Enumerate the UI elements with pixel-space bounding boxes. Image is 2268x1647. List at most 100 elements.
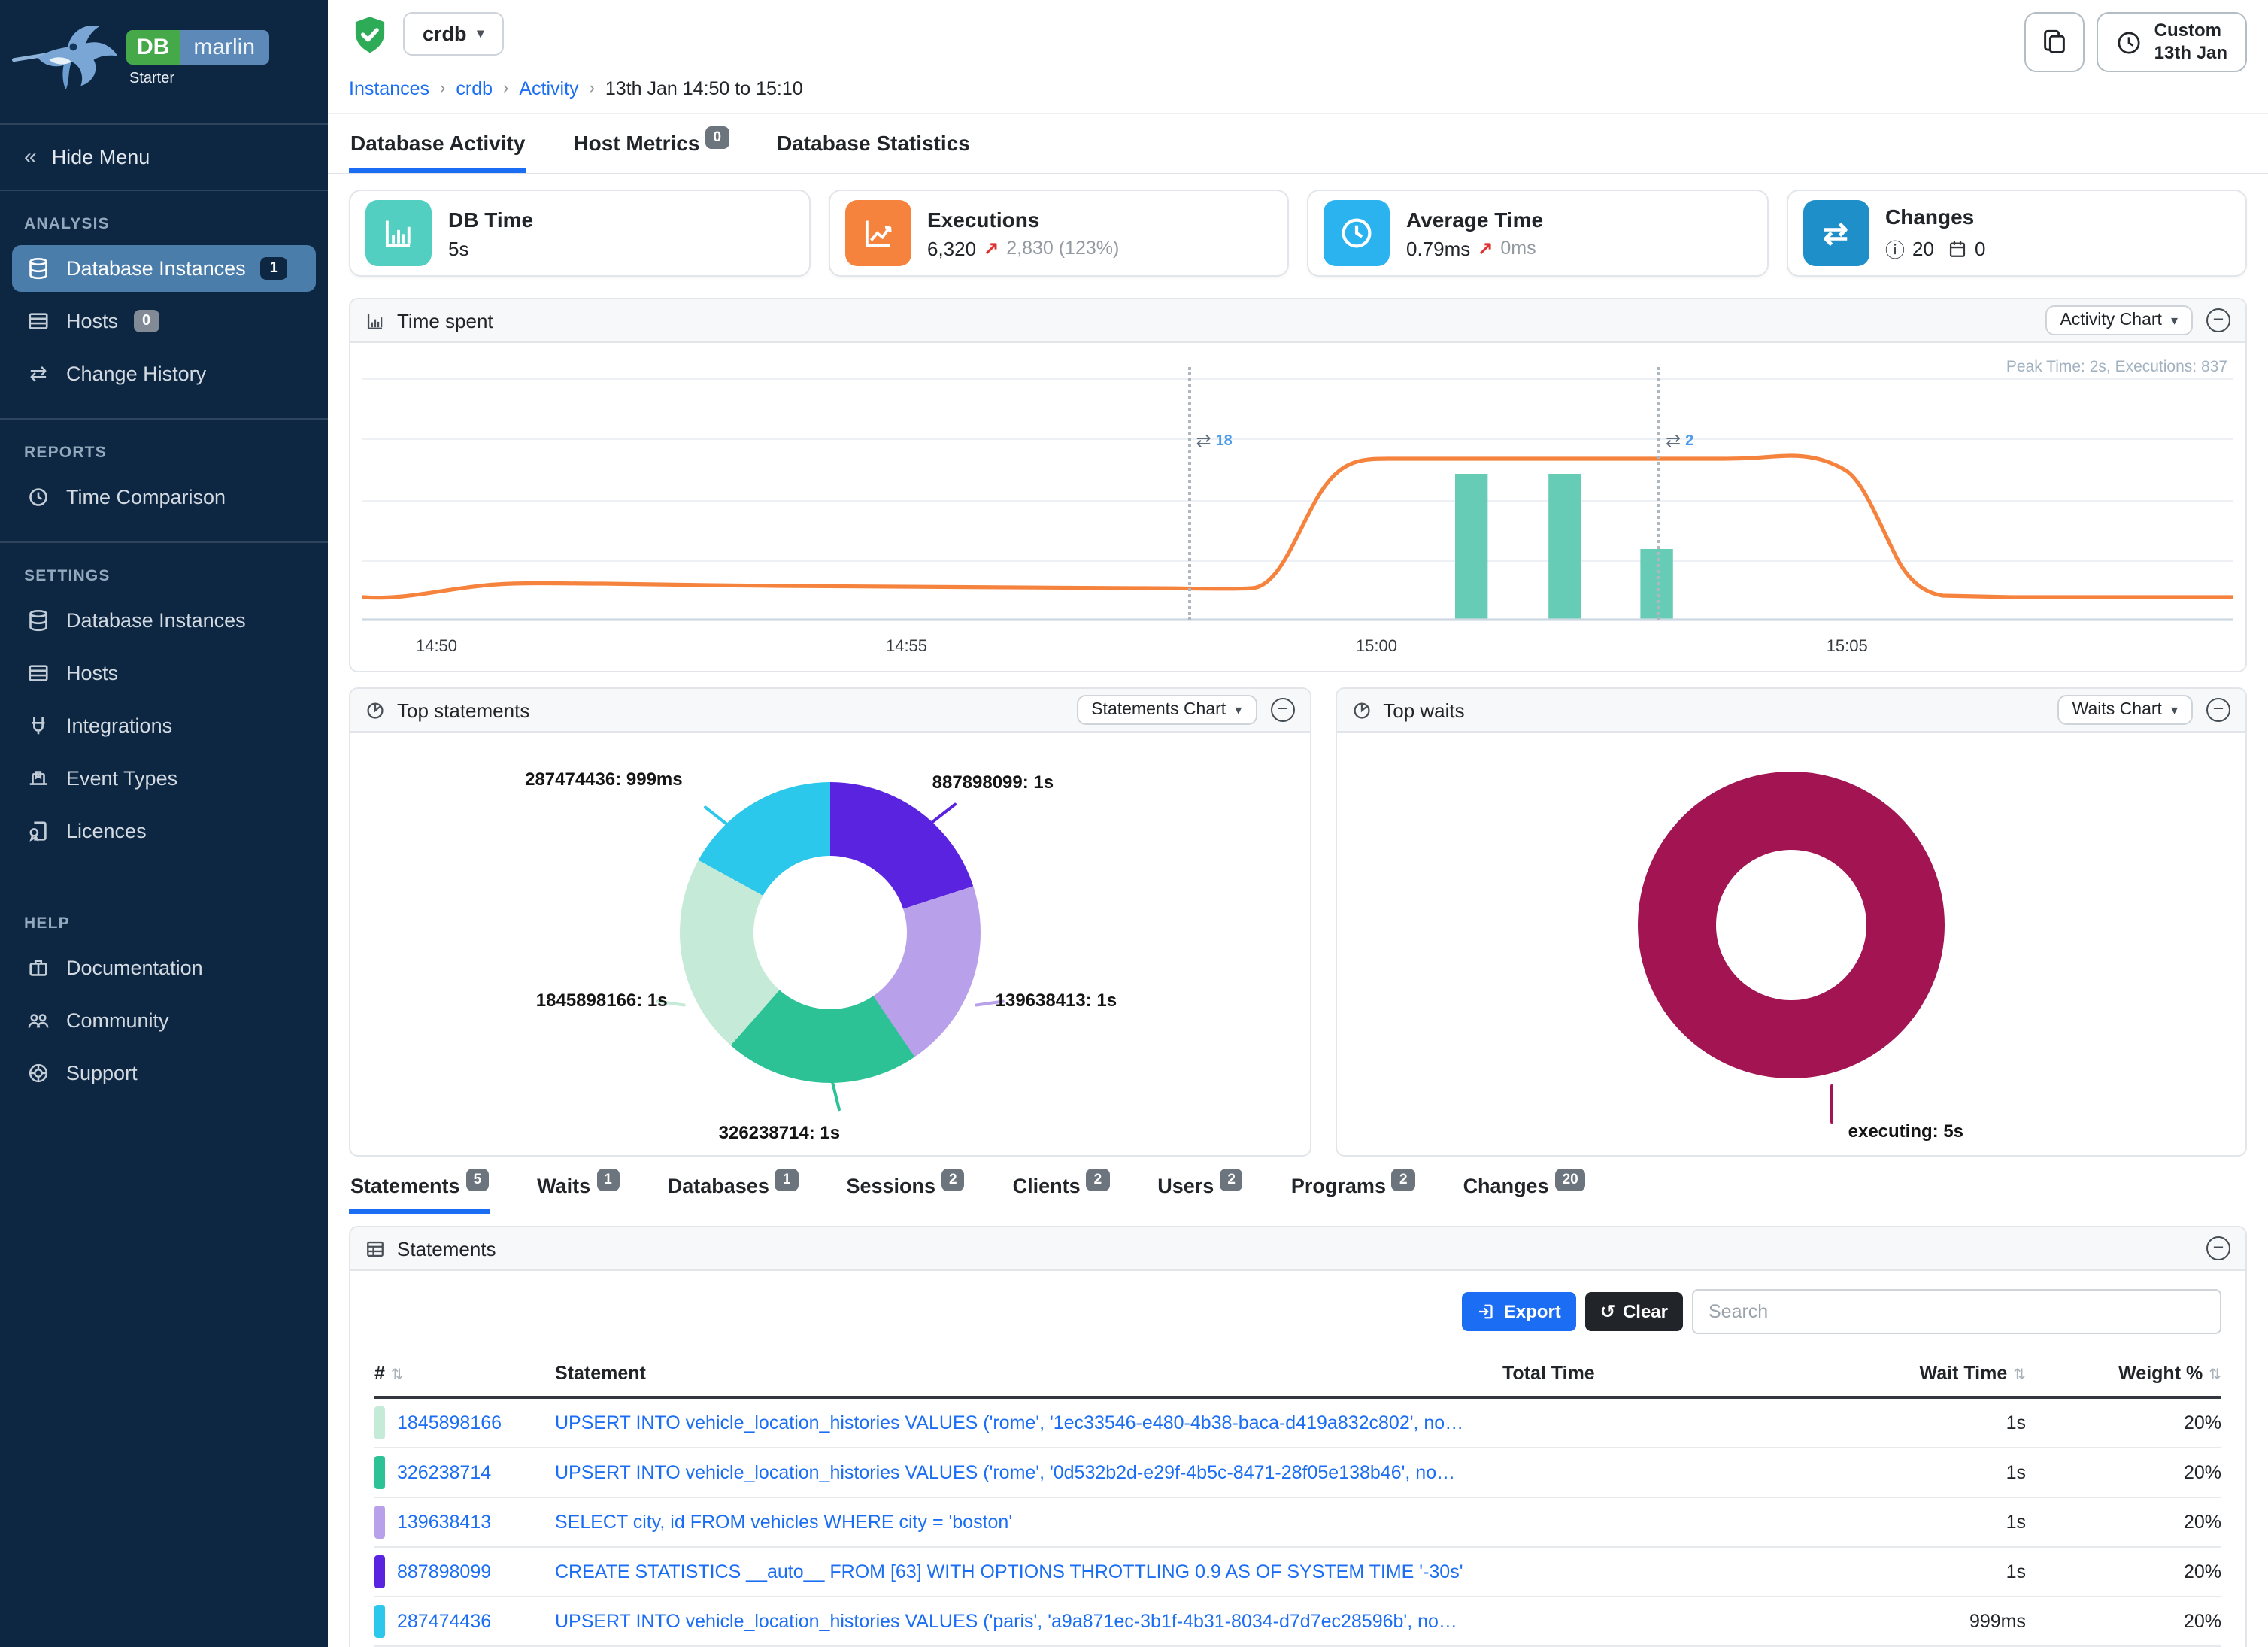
tab-databases[interactable]: Databases 1 <box>666 1169 800 1214</box>
instance-dropdown[interactable]: crdb ▾ <box>403 12 504 56</box>
waits-donut-chart[interactable] <box>1637 772 1945 1078</box>
statement-id-link[interactable]: 139638413 <box>397 1512 492 1533</box>
page-tabs: Database Activity Host Metrics 0 Database… <box>328 114 2268 174</box>
peak-note: Peak Time: 2s, Executions: 837 <box>2006 358 2227 376</box>
statement-id-link[interactable]: 1845898166 <box>397 1412 502 1433</box>
col-statement[interactable]: Statement <box>555 1363 646 1384</box>
statement-color-chip <box>374 1605 385 1638</box>
donut-label: executing: 5s <box>1848 1121 1964 1142</box>
activity-chart-select[interactable]: Activity Chart ▾ <box>2045 305 2193 335</box>
statement-sql-link[interactable]: UPSERT INTO vehicle_location_histories V… <box>555 1462 1502 1483</box>
section-settings: SETTINGS <box>24 567 111 585</box>
copy-button[interactable] <box>2024 12 2085 72</box>
wait-time-value: 1s <box>2006 1561 2026 1582</box>
collapse-icon[interactable]: – <box>2206 1236 2230 1260</box>
statement-sql-link[interactable]: UPSERT INTO vehicle_location_histories V… <box>555 1611 1502 1632</box>
brand-marlin: marlin <box>180 30 269 65</box>
hide-menu-button[interactable]: « Hide Menu <box>0 123 328 191</box>
weight-value: 20% <box>2183 1412 2221 1433</box>
tab-changes[interactable]: Changes 20 <box>1462 1169 1587 1214</box>
trend-up-icon: ↗ <box>984 238 999 259</box>
time-range-button[interactable]: Custom 13th Jan <box>2097 12 2247 72</box>
chevron-down-icon: ▾ <box>1235 702 1242 717</box>
change-arrows-icon: ⇄ <box>1665 430 1681 451</box>
kpi-delta: 0ms <box>1500 238 1536 259</box>
calendar-icon <box>1948 238 1967 258</box>
change-annotation[interactable]: ⇄ 18 <box>1188 367 1233 620</box>
col-total-time[interactable]: Total Time <box>1502 1363 1595 1384</box>
sidebar-item-settings-database-instances[interactable]: Database Instances <box>12 597 316 644</box>
tab-database-statistics[interactable]: Database Statistics <box>777 131 970 155</box>
statement-color-chip <box>374 1555 385 1588</box>
sidebar-item-support[interactable]: Support <box>12 1050 316 1096</box>
tab-database-activity[interactable]: Database Activity <box>349 114 527 173</box>
tab-clients[interactable]: Clients 2 <box>1011 1169 1111 1214</box>
licence-icon <box>26 818 51 844</box>
sidebar-item-integrations[interactable]: Integrations <box>12 702 316 749</box>
change-annotation[interactable]: ⇄ 2 <box>1657 367 1693 620</box>
brand: DB marlin Starter <box>0 0 328 105</box>
sidebar-item-settings-hosts[interactable]: Hosts <box>12 650 316 696</box>
tab-sessions[interactable]: Sessions 2 <box>844 1169 966 1214</box>
waits-chart-select[interactable]: Waits Chart ▾ <box>2057 695 2193 725</box>
weight-value: 20% <box>2183 1462 2221 1483</box>
sidebar-item-time-comparison[interactable]: Time Comparison <box>12 474 316 520</box>
sidebar-item-documentation[interactable]: Documentation <box>12 945 316 991</box>
tab-waits[interactable]: Waits 1 <box>535 1169 621 1214</box>
statement-id-link[interactable]: 287474436 <box>397 1611 492 1632</box>
breadcrumb-crdb[interactable]: crdb <box>456 78 493 99</box>
statement-sql-link[interactable]: UPSERT INTO vehicle_location_histories V… <box>555 1412 1502 1433</box>
statements-table-panel: Statements – Export ↺ Clear <box>349 1226 2247 1647</box>
breadcrumb: Instances › crdb › Activity › 13th Jan 1… <box>328 72 2268 114</box>
search-input[interactable] <box>1692 1289 2221 1334</box>
clear-button[interactable]: ↺ Clear <box>1584 1292 1683 1331</box>
top-statements-panel: Top statements Statements Chart ▾ – <box>349 687 1311 1157</box>
kpi-db-time: DB Time 5s <box>349 190 810 277</box>
statements-donut-chart[interactable] <box>679 782 981 1083</box>
wait-time-value: 1s <box>2006 1512 2026 1533</box>
statements-chart-select[interactable]: Statements Chart ▾ <box>1076 695 1257 725</box>
time-spent-panel: Time spent Activity Chart ▾ – <box>349 298 2247 672</box>
weight-value: 20% <box>2183 1611 2221 1632</box>
panel-title: Top statements <box>397 699 530 721</box>
exchange-icon: ⇄ <box>1803 200 1869 266</box>
statement-sql-link[interactable]: SELECT city, id FROM vehicles WHERE city… <box>555 1512 1013 1533</box>
count-badge: 0 <box>705 126 729 149</box>
kpi-calendar-count: 0 <box>1974 237 1986 259</box>
sidebar-item-community[interactable]: Community <box>12 997 316 1044</box>
collapse-icon[interactable]: – <box>2206 308 2230 332</box>
clock-icon <box>26 484 51 510</box>
sidebar-item-licences[interactable]: Licences <box>12 808 316 854</box>
change-arrows-icon: ⇄ <box>29 361 47 385</box>
statement-id-link[interactable]: 887898099 <box>397 1561 492 1582</box>
sidebar-item-database-instances[interactable]: Database Instances 1 <box>12 245 316 292</box>
undo-icon: ↺ <box>1599 1301 1615 1322</box>
breadcrumb-instances[interactable]: Instances <box>349 78 430 99</box>
trend-up-icon: ↗ <box>1478 238 1493 259</box>
clock-icon <box>1324 200 1390 266</box>
tab-host-metrics[interactable]: Host Metrics 0 <box>572 114 730 173</box>
kpi-average-time: Average Time 0.79ms ↗ 0ms <box>1307 190 1768 277</box>
tab-users[interactable]: Users 2 <box>1156 1169 1245 1214</box>
panel-title: Time spent <box>397 309 493 332</box>
sidebar-item-hosts[interactable]: Hosts 0 <box>12 298 316 344</box>
table-row: 287474436 UPSERT INTO vehicle_location_h… <box>374 1597 2221 1647</box>
wait-time-value: 1s <box>2006 1462 2026 1483</box>
database-icon <box>26 256 51 281</box>
copy-icon <box>2042 29 2069 56</box>
breadcrumb-activity[interactable]: Activity <box>519 78 579 99</box>
table-icon <box>365 1239 385 1258</box>
collapse-icon[interactable]: – <box>2206 698 2230 722</box>
donut-label: 287474436: 999ms <box>525 769 683 790</box>
sidebar-item-change-history[interactable]: ⇄ Change History <box>12 350 316 397</box>
collapse-icon[interactable]: – <box>1270 698 1295 722</box>
statement-sql-link[interactable]: CREATE STATISTICS __auto__ FROM [63] WIT… <box>555 1561 1463 1582</box>
statement-id-link[interactable]: 326238714 <box>397 1462 492 1483</box>
col-wait-time[interactable]: Wait Time ⇅ <box>1919 1363 2026 1384</box>
tab-statements[interactable]: Statements 5 <box>349 1169 491 1214</box>
sidebar-item-event-types[interactable]: Event Types <box>12 755 316 802</box>
export-button[interactable]: Export <box>1461 1292 1576 1331</box>
col-num[interactable]: # ⇅ <box>374 1363 404 1384</box>
tab-programs[interactable]: Programs 2 <box>1290 1169 1417 1214</box>
col-weight[interactable]: Weight % ⇅ <box>2118 1363 2221 1384</box>
